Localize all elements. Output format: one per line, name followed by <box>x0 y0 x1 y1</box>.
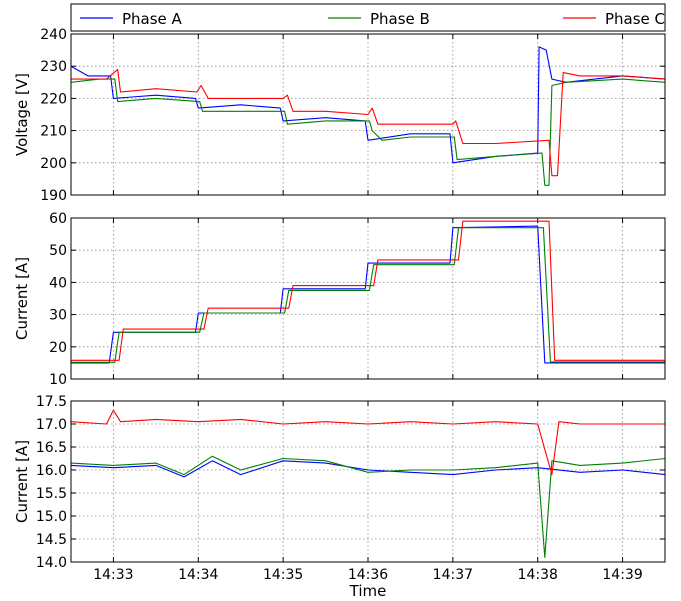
x-tick-label: 14:39 <box>602 567 642 583</box>
y-tick-label: 220 <box>40 91 67 107</box>
y-tick-label: 50 <box>49 243 67 259</box>
series-line-phase-c <box>71 220 665 361</box>
y-tick-label: 10 <box>49 372 67 388</box>
y-tick-label: 15.5 <box>36 486 67 502</box>
panel-2: 10 20 30 40 50 60 Current [A] <box>13 211 666 388</box>
y-tick-label: 30 <box>49 308 67 324</box>
series-line-phase-c <box>71 409 665 476</box>
x-tick-label: 14:38 <box>518 567 558 583</box>
y-tick-label: 17.0 <box>36 417 67 433</box>
x-tick-label: 14:35 <box>263 567 303 583</box>
legend: Phase A Phase B Phase C <box>70 3 666 32</box>
y-tick-label: 190 <box>40 188 67 204</box>
y-tick-label: 230 <box>40 59 67 75</box>
y-tick-label: 200 <box>40 156 67 172</box>
series-line-phase-b <box>71 227 665 363</box>
y-tick-label: 210 <box>40 124 67 140</box>
y-tick-label: 40 <box>49 275 67 291</box>
y-tick-label: 14.0 <box>36 555 67 571</box>
y-axis-label: Current [A] <box>13 257 31 340</box>
y-tick-label: 14.5 <box>36 532 67 548</box>
y-tick-label: 60 <box>49 211 67 227</box>
y-axis-label: Voltage [V] <box>13 73 31 156</box>
series-line-phase-b <box>71 455 665 558</box>
legend-label: Phase B <box>370 10 430 28</box>
x-axis-label: Time <box>349 582 387 600</box>
chart-panels: 190 200 210 220 230 240 Voltage [V] 10 20 30 40 50 6… <box>13 27 666 583</box>
panel-3: 14.0 14.5 15.0 15.5 16.0 16.5 17.0 17.5 Current … <box>13 394 666 583</box>
panel-frame <box>70 400 666 563</box>
legend-label: Phase A <box>122 10 183 28</box>
series-line-phase-b <box>71 78 665 186</box>
y-tick-label: 16.0 <box>36 463 67 479</box>
y-tick-label: 17.5 <box>36 394 67 410</box>
x-tick-label: 14:34 <box>178 567 218 583</box>
x-tick-label: 14:33 <box>93 567 133 583</box>
y-tick-label: 20 <box>49 340 67 356</box>
y-axis-label: Current [A] <box>13 440 31 523</box>
x-tick-label: 14:36 <box>348 567 388 583</box>
y-tick-label: 16.5 <box>36 440 67 456</box>
series-line-phase-a <box>71 46 665 164</box>
panel-frame <box>70 217 666 380</box>
series-line-phase-c <box>71 68 665 177</box>
x-tick-label: 14:37 <box>433 567 473 583</box>
y-tick-label: 15.0 <box>36 509 67 525</box>
y-tick-label: 240 <box>40 27 67 43</box>
panel-1: 190 200 210 220 230 240 Voltage [V] <box>13 27 666 204</box>
legend-label: Phase C <box>605 10 665 28</box>
panel-frame <box>70 33 666 196</box>
